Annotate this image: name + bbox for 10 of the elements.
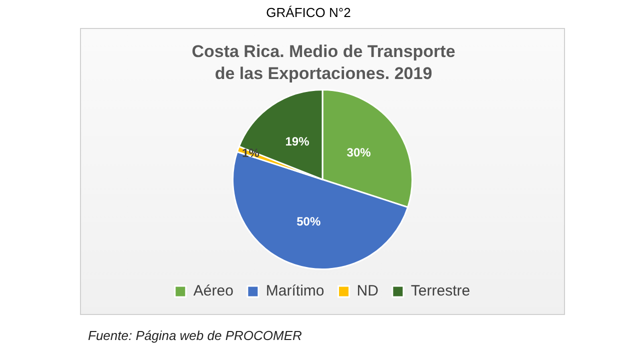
legend-label: Aéreo xyxy=(193,282,234,300)
source-note: Fuente: Página web de PROCOMER xyxy=(88,328,302,343)
text: GRÁFICO N°2 xyxy=(265,5,352,20)
legend-label: Marítimo xyxy=(266,282,324,300)
data-label: 30% xyxy=(346,145,372,160)
data-label: 19% xyxy=(285,134,310,149)
legend-label: ND xyxy=(356,282,379,300)
legend-label: Terrestre xyxy=(410,282,470,300)
data-label: 50% xyxy=(296,214,321,228)
chart-title: Costa Rica. Medio de Transporte de las Exportaciones. 2019 xyxy=(191,41,456,85)
